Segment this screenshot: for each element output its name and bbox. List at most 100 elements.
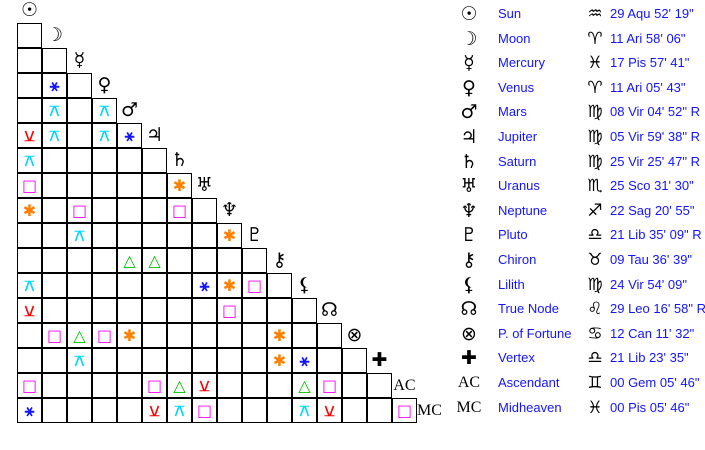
square-aspect: □ (71, 200, 88, 220)
aspect-cell: △ (142, 248, 167, 273)
aspect-cell (117, 198, 142, 223)
saturn-glyph-label: ♄ (170, 149, 189, 171)
sun-glyph: ☉ (460, 3, 478, 25)
aspect-cell (17, 98, 42, 123)
aspect-cell (67, 173, 92, 198)
part-of-fortune-glyph: ⊗ (461, 322, 477, 345)
aspect-cell (167, 348, 192, 373)
planet-name: True Node (498, 301, 559, 317)
aspect-cell: ⚹ (292, 348, 317, 373)
aspect-cell (92, 198, 117, 223)
aspect-cell: □ (392, 398, 417, 423)
aspect-cell (17, 248, 42, 273)
aspect-cell: ⚺ (317, 398, 342, 423)
planet-positions-legend: ☉ Sun ♒ 29 Aqu 52' 19" ☽ Moon ♈ 11 Ari 58' 06" ☿… (452, 0, 705, 450)
midheaven-glyph: MC (417, 398, 442, 423)
gemini-sign: ♊ (587, 373, 603, 393)
lilith-glyph: ⚸ (292, 273, 317, 298)
vertex-glyph: ✚ (461, 347, 477, 370)
aspect-cell (167, 323, 192, 348)
planet-position: 08 Vir 04' 52" R (610, 104, 700, 120)
square-aspect: □ (321, 375, 338, 395)
planet-position: 25 Sco 31' 30" (610, 178, 694, 194)
aspect-cell: ⚻ (292, 398, 317, 423)
true-node-glyph: ☊ (460, 298, 478, 321)
aspect-cell (217, 248, 242, 273)
venus-glyph-label: ♀ (97, 74, 112, 96)
aspect-cell: ⚹ (17, 398, 42, 423)
aspect-cell: ⚺ (17, 123, 42, 148)
legend-row: ♃ Jupiter ♍ 05 Vir 59' 38" R (452, 125, 705, 149)
sextile-aspect: ⚻ (49, 100, 60, 120)
trine-aspect: △ (123, 250, 136, 270)
aspect-cell (117, 148, 142, 173)
planet-name: Chiron (498, 252, 537, 267)
legend-row: ✚ Vertex ♎ 21 Lib 23' 35" (452, 346, 705, 370)
aspect-cell (67, 98, 92, 123)
aspect-cell: □ (167, 198, 192, 223)
sagittarius-sign: ♐ (587, 200, 603, 221)
conjunction-aspect: ⚹ (24, 400, 35, 420)
mars-glyph: ♂ (460, 101, 478, 124)
aspect-cell (92, 348, 117, 373)
aspect-cell (192, 223, 217, 248)
aspect-cell (317, 348, 342, 373)
legend-row: AC Ascendant ♊ 00 Gem 05' 46" (452, 371, 705, 395)
square-aspect: □ (96, 325, 113, 345)
sextile-aspect: ⚻ (24, 150, 35, 170)
aspect-cell (242, 298, 267, 323)
square-aspect: □ (46, 325, 63, 345)
aspect-cell (267, 298, 292, 323)
aspect-cell (192, 198, 217, 223)
aspect-cell (192, 298, 217, 323)
aspect-cell (292, 298, 317, 323)
vertex-glyph-label: ✚ (371, 349, 388, 371)
planet-position: 25 Vir 25' 47" R (610, 153, 700, 169)
aspect-cell (117, 398, 142, 423)
planet-name: Moon (498, 30, 531, 46)
sextile-aspect: ⚻ (174, 400, 185, 420)
aspect-cell (42, 398, 67, 423)
planet-position: 29 Aqu 52' 19" (610, 6, 694, 21)
aspect-cell (17, 223, 42, 248)
mercury-glyph: ☿ (67, 48, 92, 73)
aspect-cell: ✱ (217, 223, 242, 248)
legend-row: ♅ Uranus ♏ 25 Sco 31' 30" (452, 174, 705, 198)
aspect-cell (42, 348, 67, 373)
lilith-glyph-label: ⚸ (297, 274, 312, 296)
aspect-cell (92, 223, 117, 248)
mars-glyph: ♂ (117, 98, 142, 123)
part-of-fortune-glyph: ⊗ (342, 323, 367, 348)
opposition-aspect: ⚺ (149, 400, 160, 420)
aspect-cell (142, 298, 167, 323)
sextile-aspect: ⚻ (24, 275, 35, 295)
aspect-cell: △ (292, 373, 317, 398)
aspect-cell (142, 348, 167, 373)
semisextile-aspect: ✱ (22, 200, 37, 220)
uranus-glyph: ♅ (192, 173, 217, 198)
square-aspect: □ (246, 275, 263, 295)
planet-name: Venus (498, 79, 535, 95)
midheaven-glyph: MC (456, 398, 482, 416)
jupiter-glyph-label: ♃ (145, 124, 164, 146)
aspect-cell (192, 348, 217, 373)
aspect-cell (142, 148, 167, 173)
aspect-cell (167, 298, 192, 323)
leo-sign: ♌ (587, 299, 603, 320)
trine-aspect: △ (73, 325, 86, 345)
aspect-cell: △ (67, 323, 92, 348)
aspect-cell (92, 398, 117, 423)
virgo-sign: ♍ (587, 151, 603, 172)
aspect-cell (67, 373, 92, 398)
aspect-cell: □ (317, 373, 342, 398)
neptune-glyph: ♆ (460, 199, 478, 222)
semisextile-aspect: ✱ (172, 175, 187, 195)
aspect-cell: ✱ (267, 348, 292, 373)
aspect-cell: ⚻ (42, 98, 67, 123)
aspect-cell (17, 73, 42, 98)
aspect-cell (342, 398, 367, 423)
part-of-fortune-glyph-label: ⊗ (346, 324, 363, 346)
pluto-glyph-label: ♇ (245, 224, 264, 246)
aspect-cell: ⚺ (142, 398, 167, 423)
planet-name: Mars (498, 104, 527, 120)
